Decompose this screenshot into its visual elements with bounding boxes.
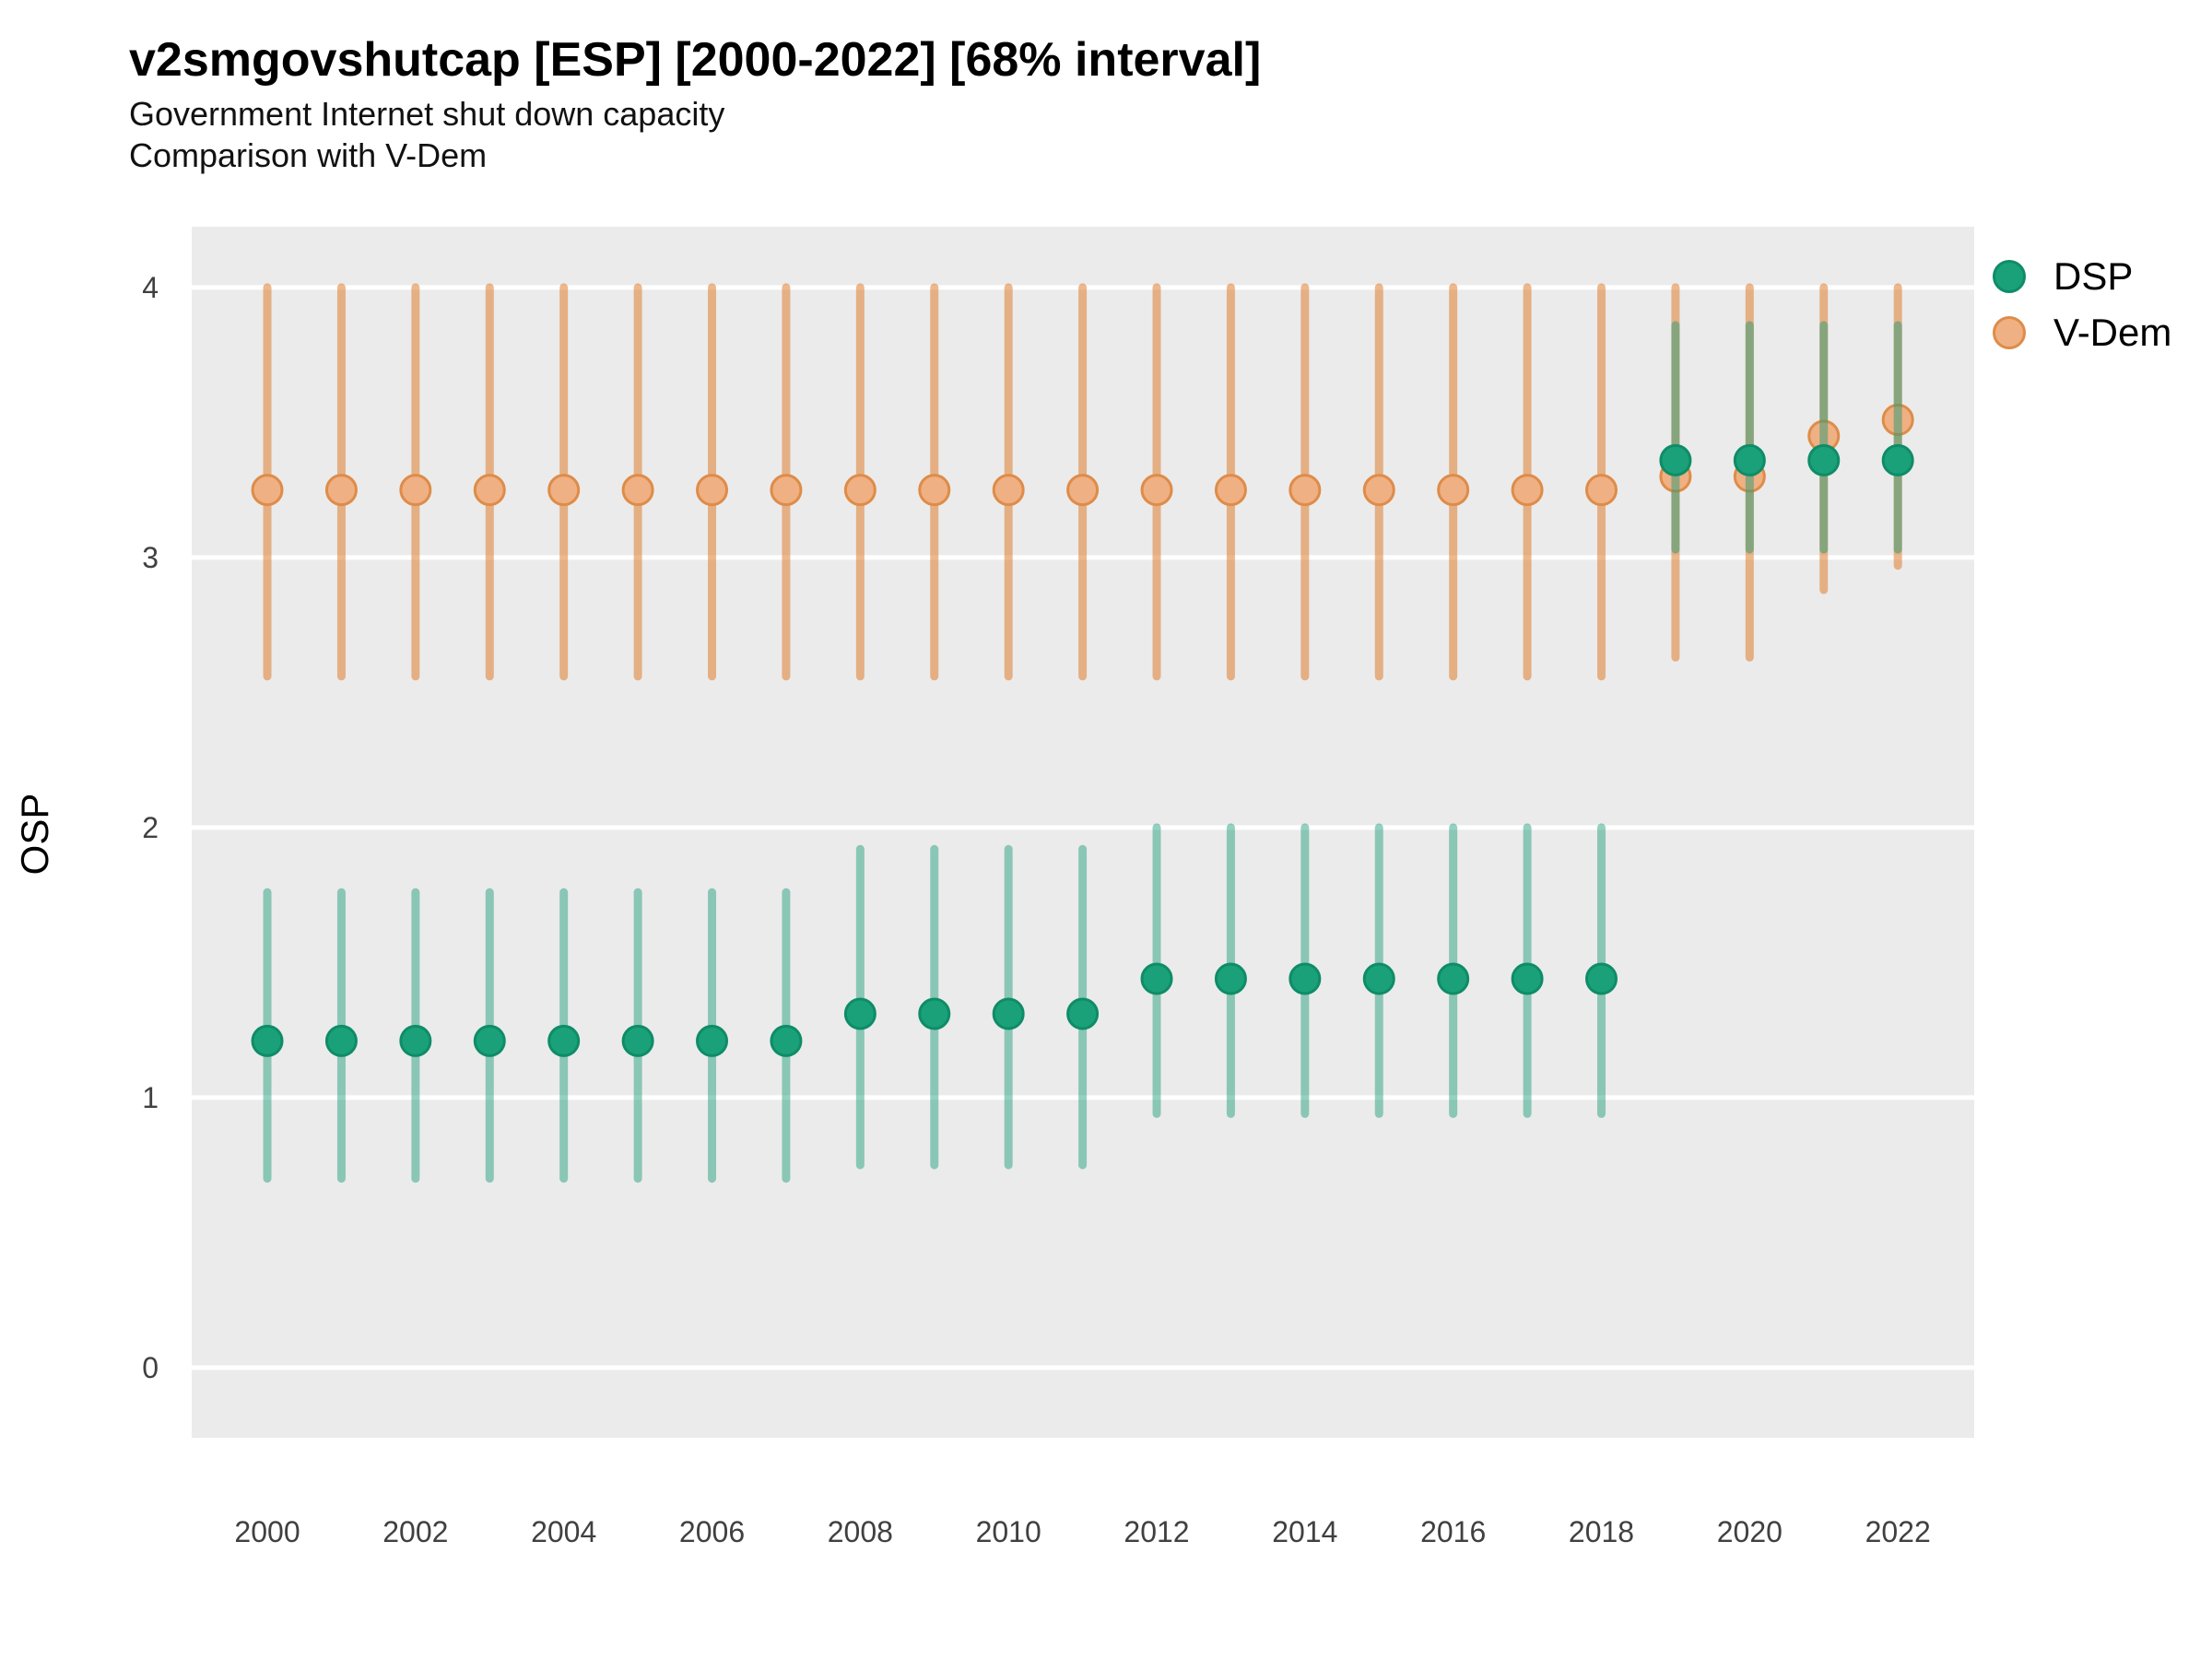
dsp-point-2006 — [696, 1024, 729, 1057]
dsp-point-2021 — [1807, 443, 1841, 477]
dsp-point-2002 — [399, 1024, 432, 1057]
dsp-point-2022 — [1881, 443, 1914, 477]
v-dem-point-2022 — [1881, 403, 1914, 436]
v-dem-point-2006 — [696, 474, 729, 507]
v-dem-point-2012 — [1140, 474, 1173, 507]
y-tick-label-2: 2 — [142, 811, 159, 844]
dsp-point-2000 — [251, 1024, 284, 1057]
dsp-point-2009 — [918, 997, 951, 1030]
dsp-point-2007 — [770, 1024, 803, 1057]
y-tick-label-4: 4 — [142, 271, 159, 304]
dsp-point-2013 — [1214, 962, 1247, 995]
v-dem-point-2001 — [324, 474, 358, 507]
dsp-point-2019 — [1659, 443, 1692, 477]
data-marks — [251, 283, 1914, 1183]
dsp-point-2011 — [1066, 997, 1100, 1030]
dsp-point-2015 — [1362, 962, 1395, 995]
v-dem-point-2016 — [1437, 474, 1470, 507]
x-tick-label-2014: 2014 — [1272, 1515, 1337, 1548]
dsp-point-2004 — [547, 1024, 581, 1057]
legend-label-vdem: V-Dem — [2053, 311, 2171, 354]
x-tick-label-2018: 2018 — [1569, 1515, 1634, 1548]
v-dem-point-2004 — [547, 474, 581, 507]
chart-title: v2smgovshutcap [ESP] [2000-2022] [68% in… — [129, 33, 1261, 87]
x-tick-label-2000: 2000 — [234, 1515, 300, 1548]
v-dem-point-2015 — [1362, 474, 1395, 507]
dsp-point-2016 — [1437, 962, 1470, 995]
v-dem-point-2017 — [1511, 474, 1544, 507]
dsp-point-2014 — [1288, 962, 1322, 995]
v-dem-point-2008 — [843, 474, 877, 507]
dsp-point-2018 — [1585, 962, 1618, 995]
y-tick-label-0: 0 — [142, 1351, 159, 1384]
dsp-point-2020 — [1733, 443, 1766, 477]
v-dem-point-2007 — [770, 474, 803, 507]
x-tick-label-2004: 2004 — [531, 1515, 596, 1548]
v-dem-point-2003 — [473, 474, 506, 507]
legend-label-dsp: DSP — [2053, 254, 2133, 298]
x-tick-label-2016: 2016 — [1420, 1515, 1486, 1548]
v-dem-point-2000 — [251, 474, 284, 507]
x-tick-label-2006: 2006 — [679, 1515, 745, 1548]
v-dem-point-2009 — [918, 474, 951, 507]
v-dem-point-2013 — [1214, 474, 1247, 507]
x-tick-label-2022: 2022 — [1865, 1515, 1931, 1548]
dsp-point-2008 — [843, 997, 877, 1030]
v-dem-point-2018 — [1585, 474, 1618, 507]
x-tick-label-2002: 2002 — [382, 1515, 448, 1548]
v-dem-point-2010 — [992, 474, 1025, 507]
v-dem-point-2011 — [1066, 474, 1100, 507]
x-axis-tick-labels: 2000 2002 2004 2006 2008 2010 2012 2014 2016 2018… — [234, 1515, 1930, 1548]
x-tick-label-2010: 2010 — [976, 1515, 1041, 1548]
chart-subtitle-line1: Government Internet shut down capacity — [129, 95, 724, 133]
v-dem-point-2002 — [399, 474, 432, 507]
y-axis-title: OSP — [13, 794, 56, 876]
v-dem-point-2014 — [1288, 474, 1322, 507]
dsp-point-2017 — [1511, 962, 1544, 995]
v-dem-point-2005 — [621, 474, 654, 507]
x-tick-label-2012: 2012 — [1124, 1515, 1189, 1548]
x-tick-label-2008: 2008 — [828, 1515, 893, 1548]
y-tick-label-3: 3 — [142, 541, 159, 574]
dsp-point-2001 — [324, 1024, 358, 1057]
y-axis-tick-labels: 0 1 2 3 4 — [142, 271, 159, 1384]
legend-marker-dsp — [1993, 260, 2026, 293]
legend-marker-vdem — [1993, 316, 2026, 349]
chart-subtitle-line2: Comparison with V-Dem — [129, 136, 487, 174]
dsp-point-2012 — [1140, 962, 1173, 995]
y-tick-label-1: 1 — [142, 1081, 159, 1114]
legend: DSP V-Dem — [1993, 254, 2171, 354]
x-tick-label-2020: 2020 — [1717, 1515, 1783, 1548]
dsp-point-2010 — [992, 997, 1025, 1030]
dsp-point-2005 — [621, 1024, 654, 1057]
dsp-point-2003 — [473, 1024, 506, 1057]
